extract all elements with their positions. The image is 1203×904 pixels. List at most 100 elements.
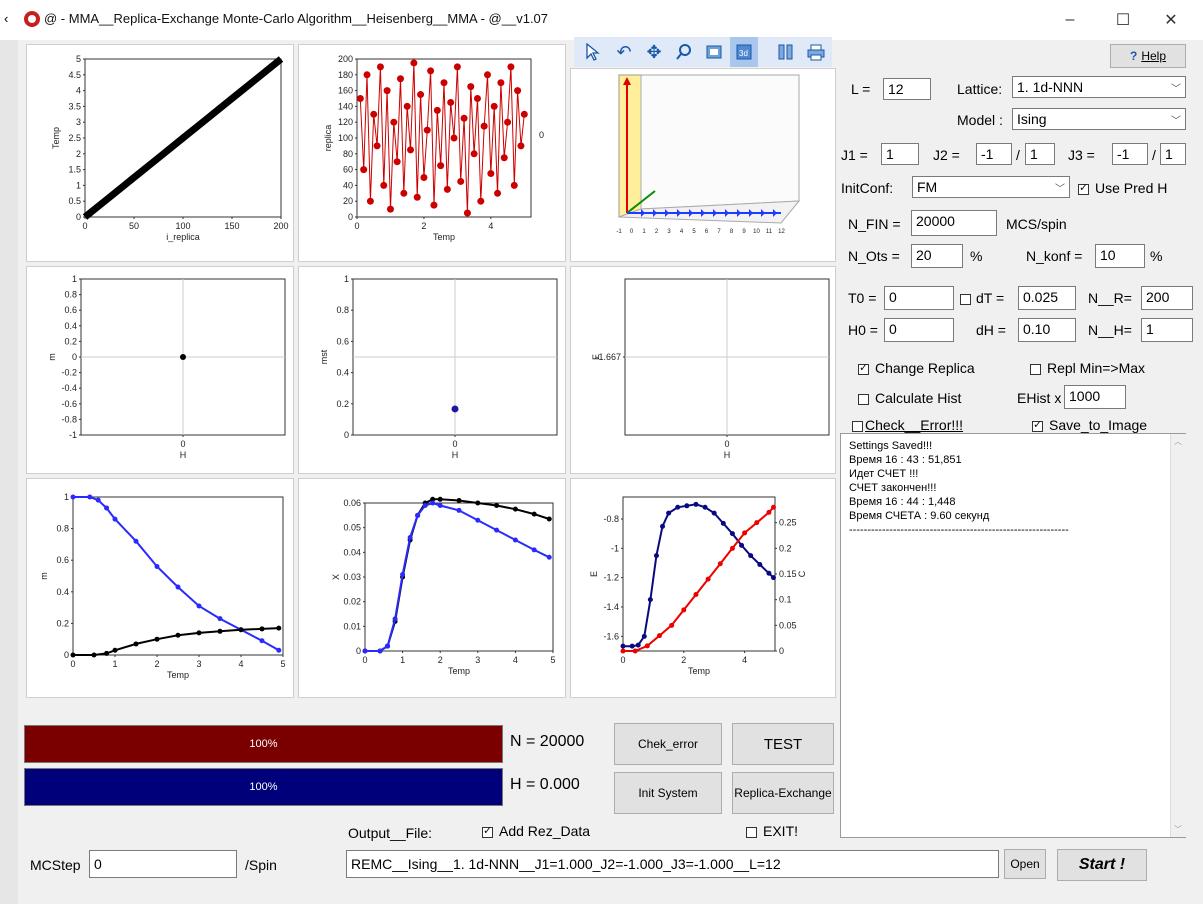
print-icon[interactable] <box>802 37 830 67</box>
right-tick-label: 0.05 <box>779 620 797 630</box>
scroll-down-icon[interactable]: ﹀ <box>1174 825 1182 834</box>
y-tick-label: 2 <box>76 149 81 159</box>
plot-replica-vs-temp: 0 20 40 60 80 100 120 140 160 180 200 0 2 4 Temp replic… <box>298 44 566 262</box>
calc-hist-checkbox[interactable]: Calculate Hist <box>858 390 961 406</box>
maximize-button[interactable]: ☐ <box>1115 12 1131 29</box>
data-point <box>363 71 371 79</box>
l-input[interactable]: 12 <box>883 78 931 100</box>
left-edge-glyph: ‹ <box>4 11 9 26</box>
data-point <box>748 553 754 559</box>
y-tick-label: 3 <box>76 117 81 127</box>
checkbox-icon <box>1078 181 1089 195</box>
data-point <box>487 170 495 178</box>
spin-marker <box>737 209 741 217</box>
y-tick-label: 1 <box>64 492 69 502</box>
repl-minmax-checkbox[interactable]: Repl Min=>Max <box>1030 360 1145 376</box>
data-point <box>217 628 223 634</box>
j1-input[interactable]: 1 <box>881 143 919 165</box>
series-line <box>359 62 525 214</box>
data-point <box>653 553 659 559</box>
pan-icon[interactable]: ✥ <box>646 41 662 62</box>
y-tick-label: 4 <box>76 86 81 96</box>
data-point <box>494 189 502 197</box>
add-rez-checkbox[interactable]: Add Rez_Data <box>482 823 590 839</box>
h0-input[interactable]: 0 <box>884 318 954 342</box>
data-point <box>729 531 735 537</box>
lattice-select[interactable]: 1. 1d-NNN ﹀ <box>1012 76 1186 98</box>
close-button[interactable]: ✕ <box>1164 12 1178 29</box>
y-tick-label: 0 <box>72 352 77 362</box>
data-point <box>430 496 436 502</box>
init-system-button[interactable]: Init System <box>614 772 722 814</box>
dh-label: dH = <box>976 322 1006 338</box>
help-button[interactable]: ? Help <box>1110 44 1186 68</box>
nots-label: N_Ots = <box>848 248 900 264</box>
y-tick-label: 0.2 <box>56 618 69 628</box>
nfin-input[interactable]: 20000 <box>911 210 997 236</box>
nots-input[interactable]: 20 <box>911 244 963 268</box>
3d-icon[interactable]: 3d <box>730 37 758 67</box>
pointer-icon[interactable] <box>578 37 606 67</box>
lattice-value: 1. 1d-NNN <box>1017 79 1084 95</box>
j2-divisor-input[interactable]: 1 <box>1025 143 1055 165</box>
save-image-checkbox[interactable]: Save_to_Image <box>1032 417 1147 433</box>
y-tick-label: 0.6 <box>336 336 349 346</box>
open-button[interactable]: Open <box>1004 849 1046 879</box>
replica-exchange-button[interactable]: Replica-Exchange <box>732 772 834 814</box>
model-select[interactable]: Ising ﹀ <box>1012 108 1186 130</box>
dt-input[interactable]: 0.025 <box>1018 286 1076 310</box>
zoom-icon[interactable] <box>670 37 698 67</box>
data-point <box>403 102 411 110</box>
y-tick-label: -0.8 <box>603 514 619 524</box>
zoom-box-icon[interactable] <box>700 37 728 67</box>
log-line: ----------------------------------------… <box>849 524 1069 536</box>
data-point <box>422 502 428 508</box>
data-point <box>433 106 441 114</box>
y-tick-label: 60 <box>343 165 353 175</box>
check-error-checkbox[interactable]: Check__Error!!! <box>852 417 963 433</box>
y-tick-label: 5 <box>76 54 81 64</box>
chek-error-button[interactable]: Chek_error <box>614 723 722 765</box>
exit-checkbox[interactable]: EXIT! <box>746 823 798 839</box>
initconf-select[interactable]: FM ﹀ <box>912 176 1070 198</box>
y-axis-label: E <box>589 571 599 577</box>
log-output[interactable]: Settings Saved!!! Время 16 : 43 : 51,851 И… <box>840 433 1186 838</box>
y-tick-label: 4.5 <box>68 70 81 80</box>
data-point <box>512 537 518 543</box>
change-replica-checkbox[interactable]: Change Replica <box>858 360 975 376</box>
nkonf-label: N_konf = <box>1026 248 1083 264</box>
output-filename-input[interactable]: REMC__Ising__1. 1d-NNN__J1=1.000_J2=-1.0… <box>346 850 999 878</box>
per-spin-label: /Spin <box>245 857 277 873</box>
rotate-icon[interactable]: ↶ <box>616 41 632 62</box>
nr-input[interactable]: 200 <box>1141 286 1193 310</box>
y-tick-label: 0.6 <box>64 305 77 315</box>
y-tick-label: 0.2 <box>336 399 349 409</box>
j2-input[interactable]: -1 <box>976 143 1012 165</box>
checkbox-icon <box>858 393 869 405</box>
use-pred-h-checkbox[interactable]: Use Pred H <box>1078 180 1167 196</box>
output-file-label: Output__File: <box>348 825 433 841</box>
dt-checkbox[interactable] <box>960 290 974 306</box>
data-point <box>133 641 139 647</box>
mcstep-input[interactable]: 0 <box>89 850 237 878</box>
dh-input[interactable]: 0.10 <box>1018 318 1076 342</box>
back-wall <box>640 74 800 210</box>
j3-input[interactable]: -1 <box>1112 143 1148 165</box>
ehist-input[interactable]: 1000 <box>1064 385 1126 409</box>
data-point <box>70 652 76 658</box>
minimize-button[interactable]: – <box>1065 11 1075 28</box>
start-button[interactable]: Start ! <box>1057 849 1147 881</box>
nkonf-input[interactable]: 10 <box>1095 244 1145 268</box>
log-scrollbar[interactable]: ︿ ﹀ <box>1170 434 1186 837</box>
nh-input[interactable]: 1 <box>1141 318 1193 342</box>
data-point <box>460 114 468 122</box>
data-point <box>393 158 401 166</box>
properties-icon[interactable] <box>772 37 800 67</box>
j3-divisor-input[interactable]: 1 <box>1160 143 1186 165</box>
data-point <box>427 67 435 75</box>
test-button[interactable]: TEST <box>732 723 834 765</box>
t0-input[interactable]: 0 <box>884 286 954 310</box>
scroll-up-icon[interactable]: ︿ <box>1174 437 1182 446</box>
data-point <box>95 497 101 503</box>
